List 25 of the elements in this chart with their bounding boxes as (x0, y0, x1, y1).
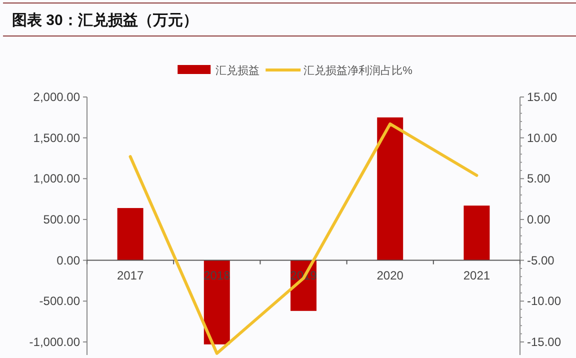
y2-tick-label: -5.00 (527, 253, 555, 268)
x-tick-label: 2017 (116, 268, 144, 282)
y-tick-label: 0.00 (56, 253, 80, 268)
y-tick-label: 500.00 (43, 212, 80, 226)
y2-tick-label: 0.00 (527, 212, 551, 226)
chart-title: 图表 30：汇兑损益（万元） (12, 12, 198, 29)
bar (117, 208, 144, 260)
y-tick-label: -1,000.00 (29, 334, 80, 349)
y2-tick-label: 10.00 (527, 130, 558, 145)
y-tick-label: 1,500.00 (33, 130, 80, 145)
legend-label: 汇兑损益净利润占比% (304, 64, 413, 77)
y2-tick-label: -10.00 (527, 294, 562, 308)
y2-tick-label: -15.00 (527, 334, 562, 349)
y2-tick-label: 15.00 (527, 90, 558, 104)
y2-tick-label: 5.00 (527, 172, 551, 186)
y-tick-label: -500.00 (39, 294, 80, 308)
bar (377, 117, 404, 260)
x-tick-label: 2020 (376, 268, 404, 282)
legend-label: 汇兑损益 (216, 64, 260, 77)
y-tick-label: 1,000.00 (33, 172, 80, 186)
bar (464, 206, 490, 260)
x-tick-label: 2018 (204, 268, 231, 282)
bar (204, 260, 230, 344)
y-tick-label: 2,000.00 (33, 90, 80, 104)
x-tick-label: 2021 (463, 268, 490, 282)
